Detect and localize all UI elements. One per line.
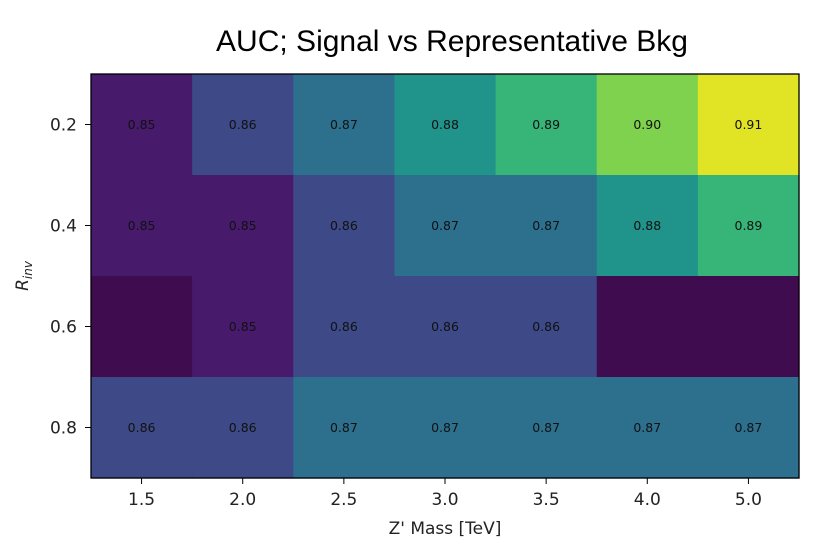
cell-value-label: 0.87	[735, 420, 763, 435]
cell-value-label: 0.90	[633, 117, 661, 132]
heatmap-cell	[394, 175, 497, 277]
cell-value-label: 0.86	[229, 117, 257, 132]
heatmap-cell	[697, 175, 800, 277]
heatmap-cell	[192, 175, 294, 277]
heatmap-cell	[596, 175, 699, 277]
x-axis: 1.5 2.0 2.5 3.0 3.5 4.0 5.0	[128, 478, 762, 510]
heatmap-cell	[596, 74, 699, 176]
heatmap-cells	[91, 74, 800, 479]
heatmap-cell	[293, 74, 396, 176]
x-tick-label: 2.5	[330, 490, 357, 510]
y-tick-label: 0.4	[50, 217, 77, 237]
cell-value-labels: 0.85 0.86 0.87 0.88 0.89 0.90 0.91 0.85 0.85 0.86…	[128, 117, 763, 435]
cell-value-label: 0.87	[633, 420, 661, 435]
heatmap-cell	[495, 175, 598, 277]
cell-value-label: 0.85	[229, 319, 257, 334]
heatmap-cell	[192, 377, 294, 479]
heatmap-cell	[394, 276, 497, 378]
y-tick-label: 0.8	[50, 419, 77, 439]
cell-value-label: 0.87	[532, 420, 560, 435]
heatmap-cell	[91, 175, 193, 277]
cell-value-label: 0.87	[330, 117, 358, 132]
x-tick-label: 1.5	[128, 490, 155, 510]
heatmap-cell	[697, 377, 800, 479]
y-axis-label: Rinv	[13, 260, 35, 291]
heatmap-cell	[91, 276, 193, 378]
cell-value-label: 0.88	[431, 117, 459, 132]
y-axis-label-sub: inv	[21, 260, 35, 279]
cell-value-label: 0.86	[229, 420, 257, 435]
heatmap-cell	[293, 377, 396, 479]
heatmap-cell	[394, 74, 497, 176]
heatmap-cell	[293, 175, 396, 277]
x-tick-label: 5.0	[735, 490, 762, 510]
heatmap-cell	[697, 74, 800, 176]
cell-value-label: 0.86	[330, 319, 358, 334]
x-tick-label: 3.5	[533, 490, 560, 510]
cell-value-label: 0.87	[330, 420, 358, 435]
heatmap-cell	[495, 276, 598, 378]
heatmap-cell	[192, 74, 294, 176]
y-tick-label: 0.6	[50, 318, 77, 338]
y-tick-label: 0.2	[50, 116, 77, 136]
cell-value-label: 0.85	[229, 218, 257, 233]
heatmap-cell	[394, 377, 497, 479]
heatmap-cell	[192, 276, 294, 378]
heatmap-cell	[91, 377, 193, 479]
y-axis: 0.2 0.4 0.6 0.8	[50, 116, 91, 439]
heatmap-cell	[596, 377, 699, 479]
y-axis-label-main: R	[13, 279, 33, 291]
x-tick-label: 2.0	[229, 490, 256, 510]
cell-value-label: 0.87	[431, 218, 459, 233]
heatmap-cell	[495, 377, 598, 479]
cell-value-label: 0.85	[128, 117, 156, 132]
cell-value-label: 0.86	[330, 218, 358, 233]
cell-value-label: 0.85	[128, 218, 156, 233]
cell-value-label: 0.86	[532, 319, 560, 334]
cell-value-label: 0.87	[431, 420, 459, 435]
cell-value-label: 0.89	[735, 218, 763, 233]
heatmap-cell	[697, 276, 800, 378]
chart-title: AUC; Signal vs Representative Bkg	[216, 25, 688, 58]
heatmap-cell	[495, 74, 598, 176]
cell-value-label: 0.86	[431, 319, 459, 334]
cell-value-label: 0.87	[532, 218, 560, 233]
heatmap-cell	[293, 276, 396, 378]
cell-value-label: 0.91	[735, 117, 763, 132]
cell-value-label: 0.89	[532, 117, 560, 132]
x-tick-label: 4.0	[634, 490, 661, 510]
heatmap-cell	[596, 276, 699, 378]
x-axis-label: Z' Mass [TeV]	[389, 519, 502, 539]
x-tick-label: 3.0	[431, 490, 458, 510]
cell-value-label: 0.88	[633, 218, 661, 233]
heatmap-cell	[91, 74, 193, 176]
cell-value-label: 0.86	[128, 420, 156, 435]
